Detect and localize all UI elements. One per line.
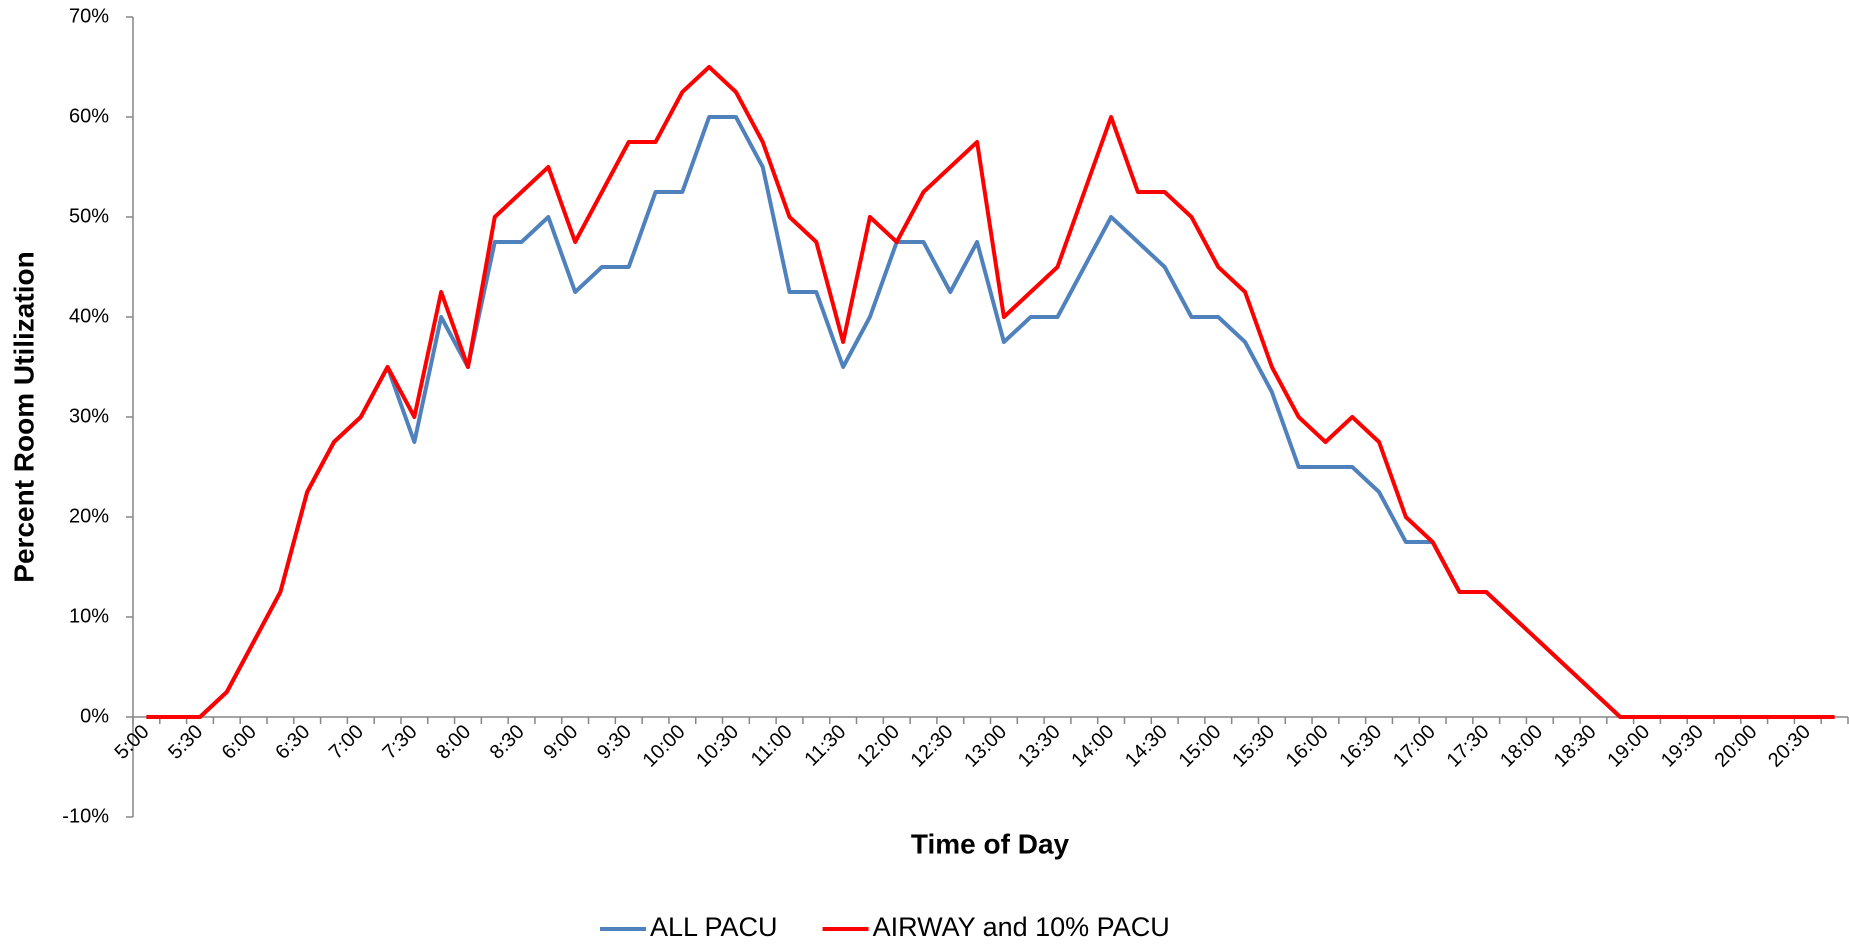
x-tick-label: 16:00 [1282,721,1333,772]
y-tick-label: 70% [69,5,109,27]
x-tick-label: 18:30 [1550,721,1601,772]
series-line [146,65,1835,719]
y-tick-label: 0% [80,705,109,727]
x-tick-label: 5:30 [164,721,207,764]
x-tick-label: 20:00 [1711,721,1762,772]
x-tick-label: 14:30 [1121,721,1172,772]
x-tick-label: 7:30 [379,721,422,764]
x-tick-label: 17:00 [1389,721,1440,772]
x-tick-label: 8:00 [432,721,475,764]
x-tick-label: 15:30 [1228,721,1279,772]
x-tick-label: 15:00 [1175,721,1226,772]
y-axis-title: Percent Room Utilization [8,251,39,582]
x-tick-label: 6:30 [271,721,314,764]
x-tick-label: 20:30 [1764,721,1815,772]
x-tick-label: 11:30 [800,721,850,771]
y-tick-label: 40% [69,305,109,327]
legend-label: ALL PACU [650,912,778,942]
x-tick-label: 11:00 [747,721,797,771]
x-tick-label: 7:00 [325,721,368,764]
x-tick-label: 9:00 [539,721,582,764]
x-axis-title: Time of Day [911,828,1070,859]
x-tick-label: 12:30 [907,721,958,772]
y-tick-label: 60% [69,105,109,127]
series-line [146,115,1835,719]
x-tick-label: 5:00 [111,721,154,764]
x-tick-label: 17:30 [1443,721,1494,772]
x-tick-label: 9:30 [593,721,636,764]
x-tick-label: 13:30 [1014,721,1065,772]
x-tick-label: 19:30 [1657,721,1708,772]
x-tick-label: 14:00 [1067,721,1118,772]
y-tick-label: 10% [69,605,109,627]
y-tick-label: 50% [69,205,109,227]
x-tick-label: 19:00 [1603,721,1654,772]
x-tick-label: 16:30 [1335,721,1386,772]
y-tick-label: -10% [62,805,109,827]
y-tick-label: 20% [69,505,109,527]
legend-label: AIRWAY and 10% PACU [873,912,1170,942]
x-tick-label: 12:00 [853,721,904,772]
x-tick-label: 10:30 [692,721,743,772]
y-tick-label: 30% [69,405,109,427]
x-tick-label: 18:00 [1496,721,1547,772]
x-tick-label: 8:30 [486,721,529,764]
x-tick-label: 6:00 [218,721,261,764]
x-tick-label: 10:00 [639,721,690,772]
x-tick-label: 13:00 [960,721,1011,772]
